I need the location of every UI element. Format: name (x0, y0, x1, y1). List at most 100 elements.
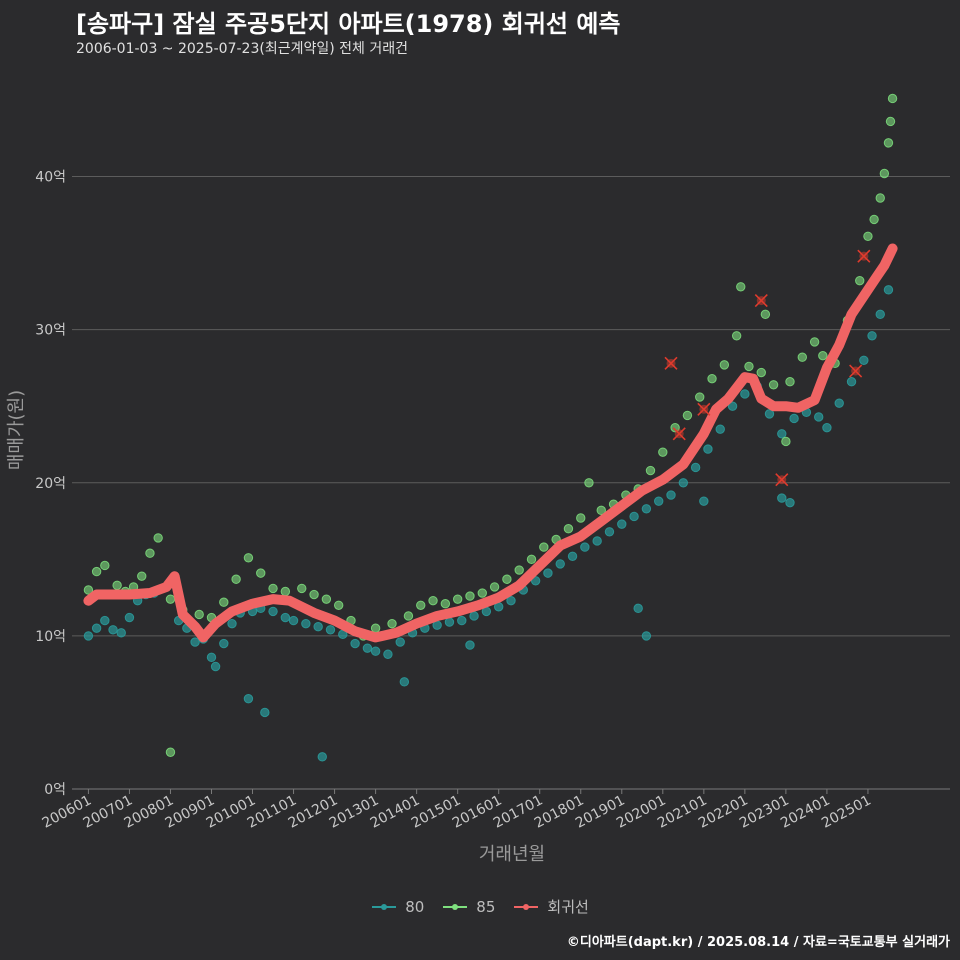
outlier-cross-b (775, 473, 789, 487)
source-caption: ©디아파트(dapt.kr) / 2025.08.14 / 자료=국토교통부 실… (566, 935, 950, 950)
point-85 (137, 571, 147, 581)
point-85 (576, 513, 586, 523)
point-85 (387, 618, 397, 629)
point-80 (444, 617, 455, 627)
point-85 (596, 505, 606, 516)
point-80 (789, 413, 799, 424)
y-tick-label: 40억 (35, 170, 66, 186)
point-80 (530, 576, 541, 586)
point-80 (592, 536, 602, 546)
outlier-cross-b (849, 364, 863, 378)
point-85 (658, 447, 668, 457)
legend-item-regression: 회귀선 (513, 896, 589, 917)
point-80 (629, 511, 639, 522)
point-80 (699, 496, 709, 506)
point-85 (781, 436, 791, 447)
point-80 (715, 424, 725, 434)
point-80 (859, 355, 869, 365)
point-80 (268, 606, 278, 617)
point-80 (703, 444, 713, 454)
point-80 (814, 412, 824, 422)
y-tick-label: 10억 (35, 629, 66, 645)
point-80 (219, 638, 229, 649)
point-85 (153, 533, 163, 543)
point-85 (165, 747, 176, 757)
series-85-points (83, 93, 898, 757)
point-80 (457, 615, 467, 626)
regression-path (83, 243, 898, 643)
legend-label-85: 85 (476, 897, 496, 916)
point-80 (260, 707, 270, 718)
point-85 (231, 574, 241, 584)
legend-label-80: 80 (405, 897, 425, 916)
outlier-cross-b (697, 402, 711, 416)
point-85 (707, 373, 717, 384)
outlier-marker (754, 294, 768, 308)
y-tick-label: 30억 (35, 323, 66, 339)
point-80 (822, 422, 832, 433)
point-80 (83, 631, 94, 641)
chart-title: [송파구] 잠실 주공5단지 아파트(1978) 회귀선 예측 (76, 10, 621, 38)
outlier-cross-b (672, 427, 686, 441)
point-80 (834, 398, 844, 408)
point-80 (91, 623, 102, 633)
point-80 (210, 661, 221, 672)
point-85 (452, 594, 463, 604)
point-85 (477, 588, 487, 598)
x-axis-label: 거래년월 (479, 844, 545, 865)
point-85 (428, 595, 438, 606)
point-80 (777, 429, 787, 439)
point-85 (309, 589, 319, 600)
point-80 (846, 377, 857, 387)
point-85 (83, 585, 94, 595)
point-80 (543, 568, 553, 578)
point-80 (288, 615, 299, 626)
y-axis-label: 매매가(원) (6, 390, 27, 470)
point-80 (617, 519, 627, 529)
point-80 (317, 752, 327, 762)
point-85 (370, 623, 381, 633)
point-85 (785, 377, 795, 387)
grid-lines (72, 176, 950, 790)
point-85 (563, 524, 574, 534)
point-85 (584, 478, 594, 488)
point-80 (124, 612, 135, 623)
point-85 (91, 566, 102, 577)
point-80 (678, 478, 689, 488)
point-80 (567, 551, 578, 561)
outlier-marker (664, 356, 678, 370)
point-80 (727, 401, 738, 411)
point-85 (165, 594, 176, 604)
point-80 (785, 497, 795, 508)
point-85 (869, 214, 879, 225)
point-85 (695, 392, 705, 402)
point-80 (190, 637, 200, 647)
point-80 (395, 637, 405, 647)
point-80 (883, 285, 894, 295)
legend-key-regression (514, 903, 539, 910)
point-85 (797, 352, 807, 362)
outlier-marker (672, 427, 686, 441)
point-85 (280, 586, 291, 597)
point-85 (719, 360, 730, 370)
point-85 (514, 565, 524, 575)
point-85 (875, 193, 885, 203)
point-85 (883, 138, 894, 148)
point-80 (469, 611, 479, 621)
point-85 (100, 560, 110, 571)
point-85 (768, 380, 779, 390)
point-80 (313, 622, 323, 632)
point-85 (416, 600, 426, 610)
point-80 (867, 331, 877, 341)
point-80 (325, 625, 336, 635)
point-80 (243, 693, 254, 704)
point-80 (227, 618, 237, 629)
point-80 (764, 409, 775, 419)
point-80 (654, 496, 664, 506)
outlier-marker (775, 473, 789, 487)
point-80 (506, 595, 516, 606)
point-85 (502, 574, 512, 584)
x-tick-labels: 2006012007012008012009012010012011012012… (40, 789, 874, 832)
point-80 (555, 559, 565, 569)
